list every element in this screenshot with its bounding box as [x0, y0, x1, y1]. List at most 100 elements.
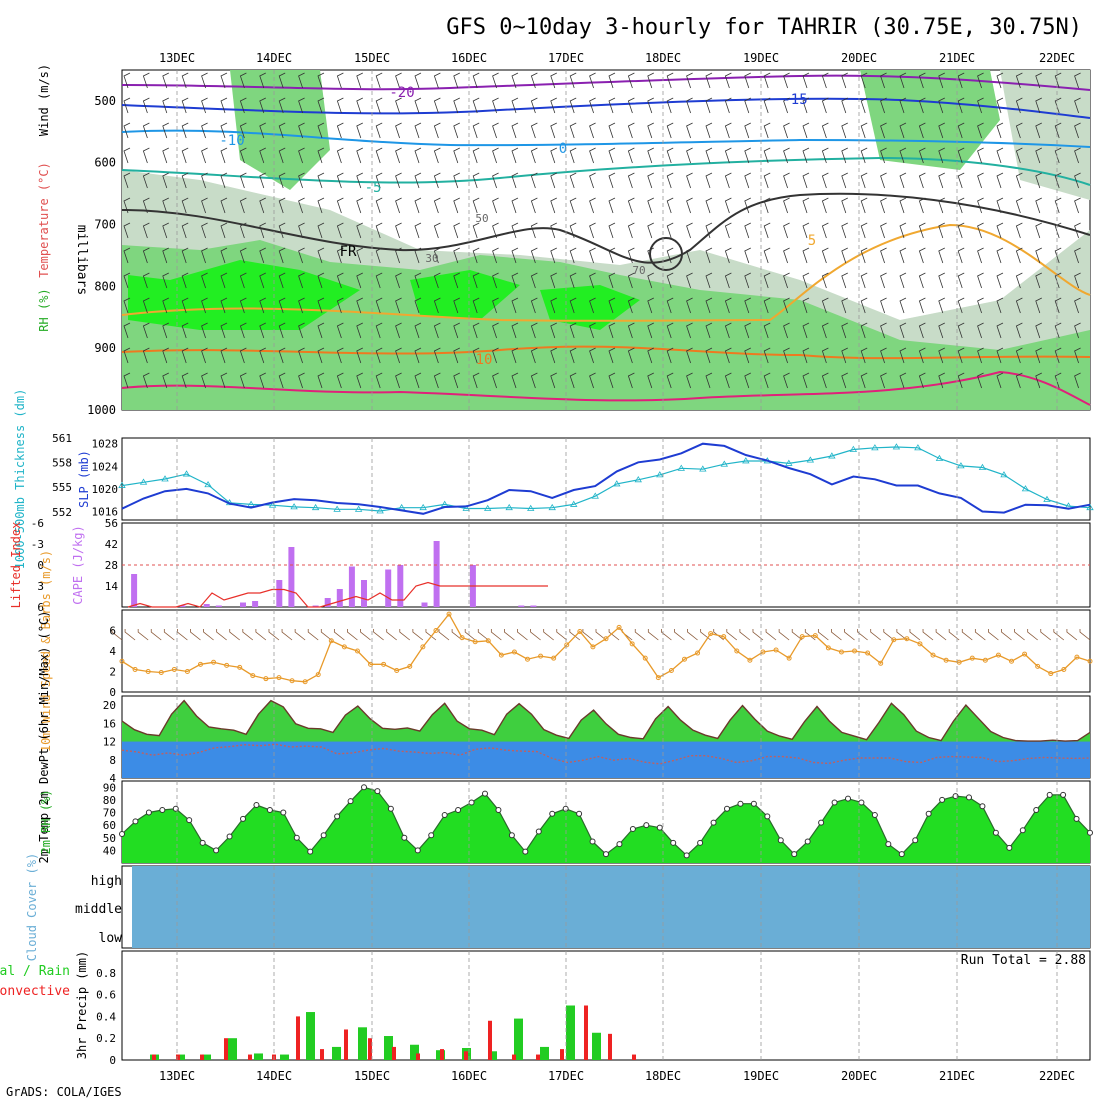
wind-barb — [142, 322, 150, 339]
wind-barb — [1054, 347, 1062, 364]
wind-barb — [336, 247, 344, 264]
wind-barb — [841, 372, 848, 389]
rh-marker — [818, 819, 825, 826]
wind-barb — [1054, 272, 1062, 289]
wind-barb — [550, 372, 557, 389]
wind-barb — [1015, 122, 1023, 139]
thickness-marker — [247, 500, 255, 507]
wind-barb — [511, 372, 519, 389]
wind-barb — [220, 247, 228, 264]
wind-barb-10m — [307, 629, 319, 641]
slp-tick: 1024 — [92, 460, 119, 473]
wind-barb — [802, 272, 810, 289]
wind-barb — [395, 147, 402, 164]
wind-barb — [821, 97, 829, 114]
wind-barb — [608, 322, 616, 339]
wind-barb — [259, 222, 266, 239]
wind-tick: 2 — [109, 666, 116, 679]
wind-barb — [356, 347, 363, 364]
wind-barb — [724, 147, 732, 164]
wind-barb-10m — [922, 629, 934, 641]
wind-barb-10m — [451, 629, 463, 641]
wind-barb — [259, 322, 266, 339]
wind-barb — [511, 247, 519, 264]
wind-barb — [1035, 247, 1042, 264]
date-tick-top: 15DEC — [354, 51, 390, 65]
wind-barb — [1015, 197, 1023, 214]
wind-speed-marker — [158, 670, 164, 676]
wind-barb — [744, 322, 751, 339]
wind-barb — [802, 347, 810, 364]
wind-barb — [860, 347, 868, 364]
slp-line — [121, 442, 1091, 515]
wind-barb — [589, 372, 596, 389]
rh-contour-label: 50 — [475, 212, 488, 225]
wind-barb — [550, 97, 557, 114]
rh-marker — [858, 799, 865, 806]
wind-barb — [686, 272, 693, 289]
wind-barb — [802, 172, 810, 189]
wind-barb — [181, 297, 189, 314]
isotherm-label: -5 — [365, 180, 382, 196]
rh-tick: 40 — [103, 844, 116, 857]
wind-barb — [627, 247, 635, 264]
cape-tick: 42 — [105, 538, 118, 551]
wind-barb — [1054, 322, 1062, 339]
wind-barb — [899, 122, 907, 139]
wind-barb — [957, 197, 965, 214]
cloud-cover-area — [132, 866, 1090, 948]
precip-convective-bar — [632, 1054, 636, 1060]
wind-speed-marker — [446, 611, 452, 617]
wind-barb — [1054, 297, 1062, 314]
thickness-marker — [720, 460, 729, 467]
wind-barb — [414, 347, 422, 364]
wind-barb — [511, 297, 519, 314]
wind-speed-marker — [642, 655, 648, 661]
rh-marker — [334, 813, 341, 820]
wind-barb — [356, 372, 363, 389]
wind-barb-10m — [778, 629, 790, 641]
wind-barb — [1035, 122, 1042, 139]
pressure-tick: 900 — [94, 341, 116, 355]
wind-barb — [1035, 222, 1042, 239]
rh-marker — [845, 795, 851, 802]
wind-speed-marker — [747, 657, 753, 663]
wind-barb-10m — [543, 629, 554, 641]
wind-barb-10m — [831, 629, 842, 641]
wind-barb — [705, 147, 713, 164]
wind-barb — [492, 272, 499, 289]
slp-axis-label: SLP (mb) — [77, 450, 91, 508]
wind-speed-marker — [1048, 671, 1054, 677]
wind-barb — [317, 272, 325, 289]
cape-bar — [131, 574, 138, 607]
wind-barb — [336, 372, 344, 389]
rh-tick: 90 — [103, 781, 116, 794]
wind-barb — [880, 322, 887, 339]
wind-barb — [142, 72, 150, 89]
wind-barb — [647, 322, 654, 339]
thickness-marker — [656, 471, 664, 478]
wind-barb-10m — [163, 629, 175, 641]
wind-barb — [841, 72, 848, 89]
wind-barb — [298, 222, 305, 239]
wind-barb — [589, 147, 596, 164]
wind-barb — [589, 297, 596, 314]
wind-barb — [957, 147, 965, 164]
thickness-marker — [419, 503, 427, 511]
wind-barb — [433, 372, 441, 389]
wind-barb — [395, 72, 402, 89]
wind-barb — [996, 72, 1004, 89]
temperature-line — [121, 699, 1091, 742]
wind-barb — [433, 147, 441, 164]
wind-barb — [1035, 347, 1042, 364]
rh-marker — [414, 847, 421, 854]
wind-barb — [744, 372, 751, 389]
wind-barb — [550, 297, 557, 314]
wind-barb — [550, 322, 557, 339]
wind-barb — [220, 147, 228, 164]
rh-marker — [387, 805, 394, 812]
wind-speed-marker — [525, 656, 531, 662]
wind-speed-marker — [982, 657, 988, 663]
date-tick-top: 14DEC — [256, 51, 292, 65]
wind-speed-marker — [904, 636, 910, 642]
